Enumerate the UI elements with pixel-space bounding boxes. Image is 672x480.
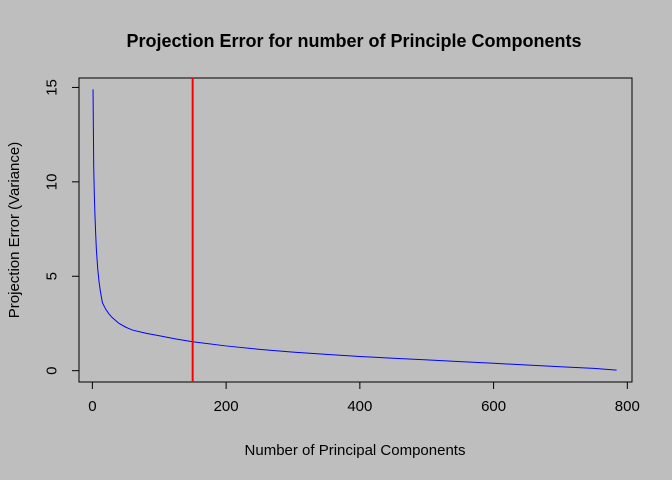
- y-axis: 0 5 10 15: [44, 79, 80, 375]
- y-tick-label: 5: [44, 272, 61, 280]
- y-tick-label: 0: [44, 366, 61, 374]
- x-tick-label: 600: [481, 398, 506, 415]
- series-layer: [92, 89, 617, 371]
- chart-title: Projection Error for number of Principle…: [126, 31, 581, 51]
- y-tick-label: 15: [44, 79, 61, 96]
- x-tick-label: 800: [615, 398, 640, 415]
- x-tick-label: 400: [347, 398, 372, 415]
- y-tick-label: 10: [44, 174, 61, 191]
- y-axis-label: Projection Error (Variance): [6, 142, 23, 318]
- x-axis: 0 200 400 600 800: [88, 381, 640, 415]
- x-tick-label: 0: [88, 398, 96, 415]
- x-axis-label: Number of Principal Components: [245, 442, 466, 459]
- series-line: [92, 89, 617, 371]
- x-tick-label: 200: [214, 398, 239, 415]
